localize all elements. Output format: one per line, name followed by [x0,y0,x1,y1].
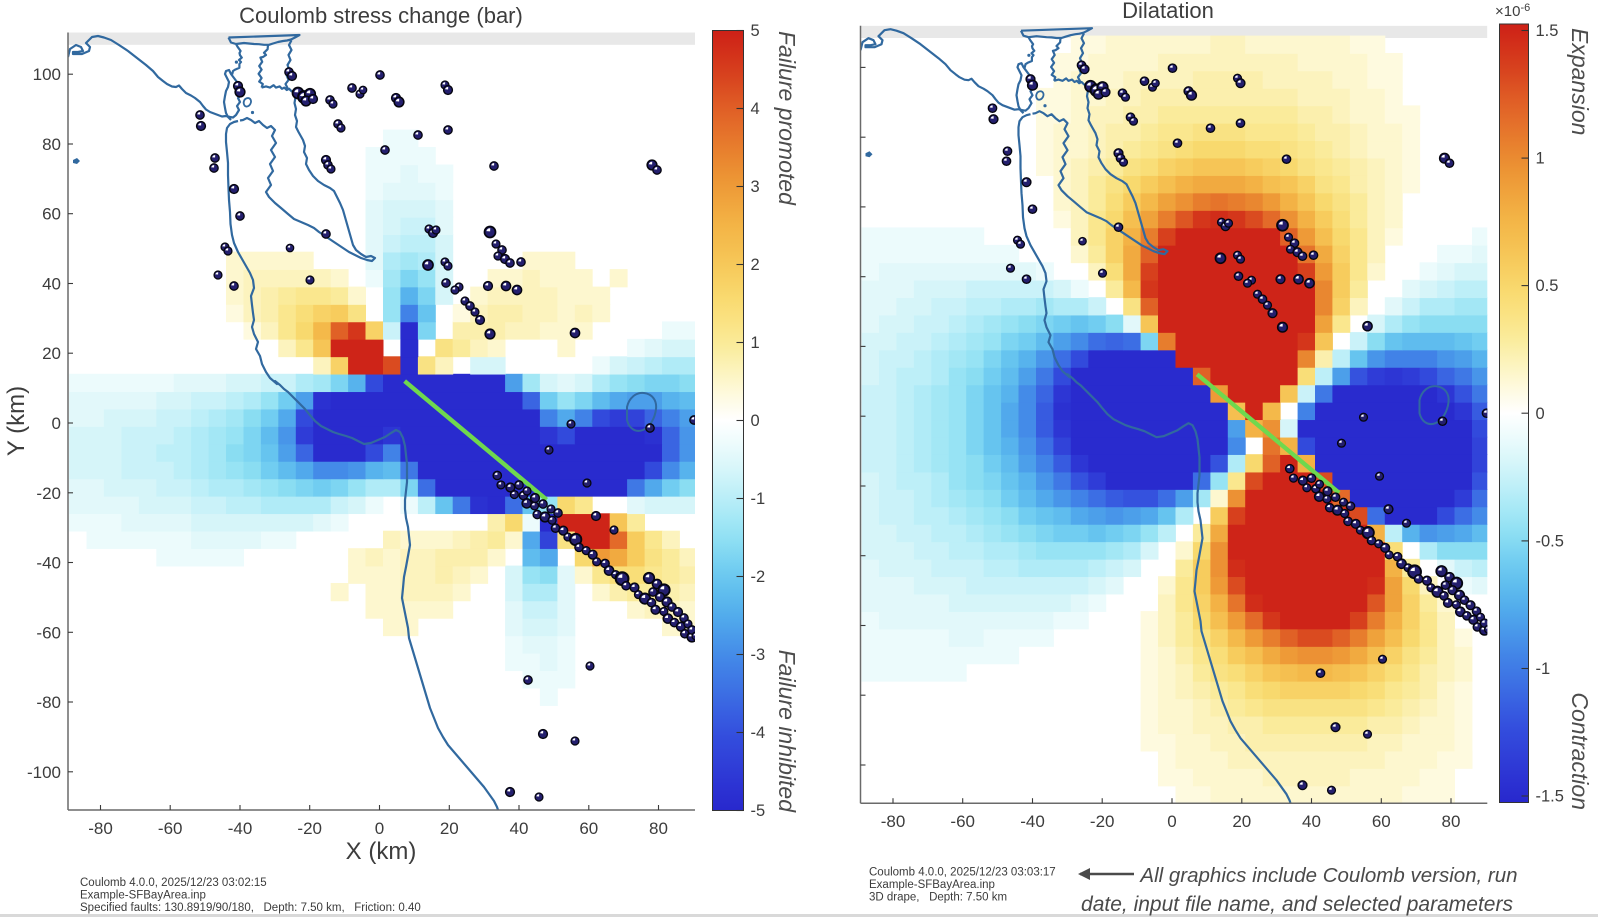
svg-text:-1.5: -1.5 [1536,788,1564,806]
svg-text:-80: -80 [36,693,61,712]
svg-text:60: 60 [579,819,598,838]
svg-text:-2: -2 [751,568,766,586]
svg-text:5: 5 [751,22,760,40]
svg-text:Failure inhibited: Failure inhibited [774,650,800,814]
svg-text:-40: -40 [1020,812,1045,831]
svg-text:Coulomb stress change (bar): Coulomb stress change (bar) [239,3,523,28]
svg-text:-0.5: -0.5 [1536,532,1564,550]
svg-text:-100: -100 [27,763,61,782]
svg-text:0: 0 [1167,812,1176,831]
svg-text:20: 20 [1232,812,1251,831]
svg-text:-40: -40 [228,819,253,838]
svg-text:60: 60 [42,205,61,224]
svg-text:date, input file name, and sel: date, input file name, and selected para… [1081,893,1513,916]
svg-text:80: 80 [649,819,668,838]
svg-text:20: 20 [42,344,61,363]
svg-text:4: 4 [751,100,760,118]
svg-text:1.5: 1.5 [1536,22,1559,40]
svg-text:80: 80 [42,135,61,154]
svg-text:Expansion: Expansion [1567,28,1593,135]
svg-text:-4: -4 [751,724,766,742]
svg-text:All graphics include Coulomb v: All graphics include Coulomb version, ru… [1138,864,1517,887]
svg-text:X (km): X (km) [346,838,417,865]
svg-text:-40: -40 [36,554,61,573]
svg-text:-20: -20 [1090,812,1115,831]
svg-text:1: 1 [1536,150,1545,168]
svg-text:40: 40 [510,819,529,838]
svg-text:Coulomb 4.0.0, 2025/12/23 03:0: Coulomb 4.0.0, 2025/12/23 03:03:17 [869,867,1056,879]
svg-text:Dilatation: Dilatation [1122,0,1214,23]
svg-text:-60: -60 [36,623,61,642]
svg-text:-1: -1 [1536,660,1551,678]
svg-text:3: 3 [751,178,760,196]
svg-text:0: 0 [1536,405,1545,423]
svg-text:-80: -80 [881,812,906,831]
svg-text:Coulomb 4.0.0, 2025/12/23 03:0: Coulomb 4.0.0, 2025/12/23 03:02:15 [80,877,267,889]
svg-text:Failure promoted: Failure promoted [774,31,800,206]
svg-text:100: 100 [33,65,61,84]
svg-text:20: 20 [440,819,459,838]
svg-text:0.5: 0.5 [1536,277,1559,295]
svg-text:3D drape, Depth: 7.50 km: 3D drape, Depth: 7.50 km [869,892,1007,904]
svg-text:-3: -3 [751,646,766,664]
svg-text:40: 40 [42,275,61,294]
svg-text:80: 80 [1442,812,1461,831]
svg-text:40: 40 [1302,812,1321,831]
svg-text:-20: -20 [36,484,61,503]
svg-text:-60: -60 [158,819,183,838]
svg-text:-60: -60 [950,812,975,831]
svg-text:0: 0 [375,819,384,838]
svg-text:Contraction: Contraction [1567,692,1593,810]
svg-text:Example-SFBayArea.inp: Example-SFBayArea.inp [869,879,995,891]
svg-text:0: 0 [52,414,61,433]
svg-text:0: 0 [751,412,760,430]
svg-text:Y (km): Y (km) [3,386,30,456]
svg-text:2: 2 [751,256,760,274]
svg-text:Example-SFBayArea.inp: Example-SFBayArea.inp [80,890,206,902]
svg-text:-20: -20 [297,819,322,838]
svg-text:-80: -80 [88,819,113,838]
svg-text:-1: -1 [751,490,766,508]
svg-text:60: 60 [1372,812,1391,831]
svg-text:Specified faults: 130.8919/90/: Specified faults: 130.8919/90/180, Depth… [80,902,421,914]
svg-text:1: 1 [751,334,760,352]
svg-text:-5: -5 [751,802,766,820]
